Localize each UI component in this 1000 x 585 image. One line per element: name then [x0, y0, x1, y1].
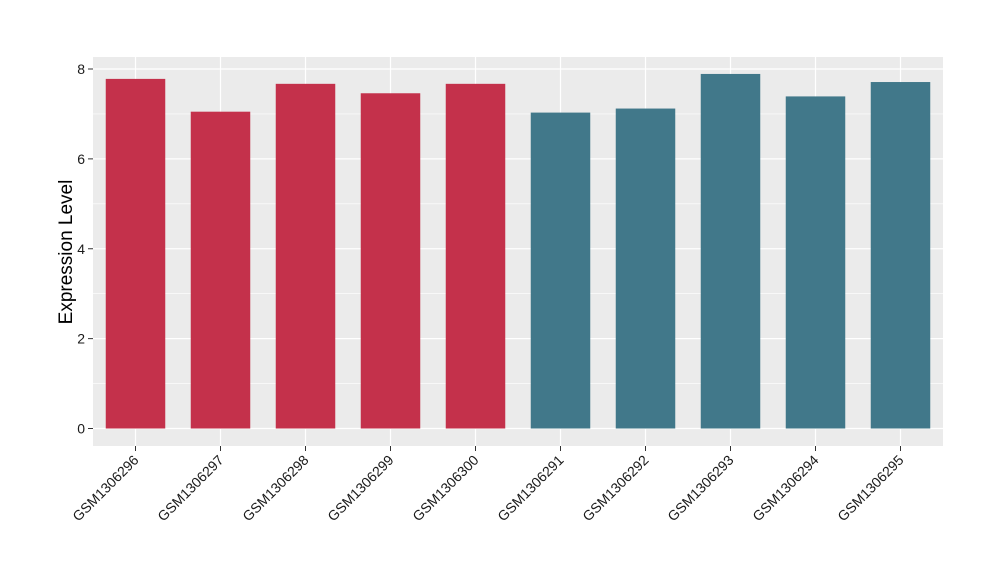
- bar-GSM1306294: [785, 96, 846, 429]
- x-tick-label: GSM1306299: [324, 452, 397, 525]
- x-tick-label: GSM1306294: [749, 452, 822, 525]
- x-tick-label: GSM1306295: [834, 452, 907, 525]
- y-tick-label: 2: [77, 331, 85, 347]
- bars: [105, 73, 931, 429]
- x-tick-label: GSM1306298: [239, 452, 312, 525]
- x-tick-label: GSM1306293: [664, 452, 737, 525]
- bar-GSM1306292: [615, 108, 676, 429]
- x-tick-label: GSM1306291: [494, 452, 567, 525]
- bar-GSM1306296: [105, 78, 166, 429]
- x-tick-label: GSM1306300: [409, 452, 482, 525]
- bar-GSM1306291: [530, 112, 591, 429]
- y-tick-label: 0: [77, 421, 85, 437]
- y-axis-title: Expression Level: [56, 180, 77, 325]
- y-tick-label: 4: [77, 241, 85, 257]
- x-tick-label: GSM1306292: [579, 452, 652, 525]
- bar-GSM1306293: [700, 73, 761, 429]
- bar-GSM1306299: [360, 93, 421, 429]
- bar-GSM1306298: [275, 83, 336, 429]
- x-tick-label: GSM1306296: [69, 452, 142, 525]
- bar-GSM1306297: [190, 111, 251, 429]
- bar-GSM1306300: [445, 83, 506, 429]
- y-tick-label: 8: [77, 61, 85, 77]
- bar-GSM1306295: [870, 82, 931, 429]
- y-tick-label: 6: [77, 151, 85, 167]
- x-tick-label: GSM1306297: [154, 452, 227, 525]
